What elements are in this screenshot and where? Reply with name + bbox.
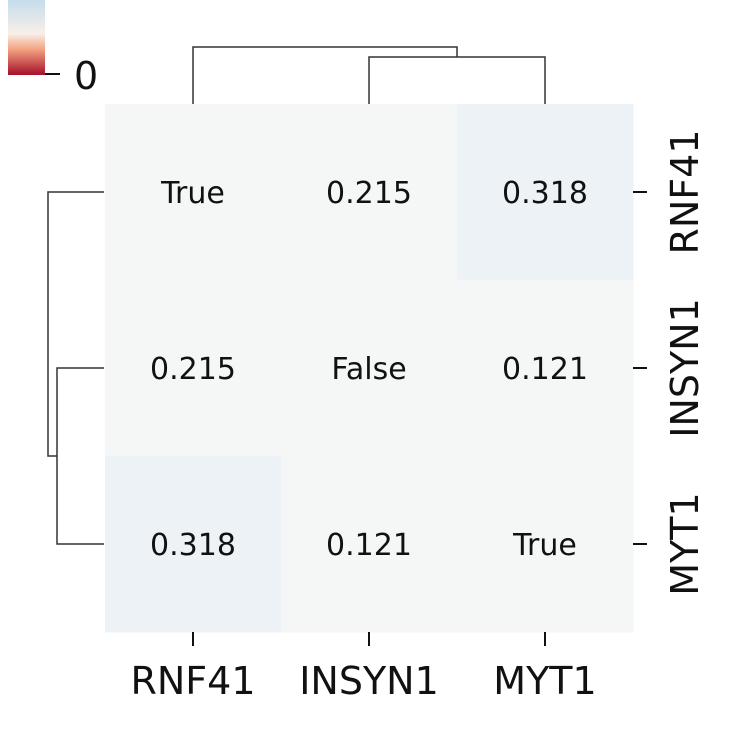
heatmap-cell <box>281 104 458 281</box>
y-tick-label: RNF41 <box>663 129 707 254</box>
cell-label: True <box>512 528 577 563</box>
heatmap-cell <box>105 280 282 457</box>
heatmap-cell <box>457 280 634 457</box>
cell-label: 0.121 <box>502 352 588 387</box>
cell-label: 0.215 <box>150 352 236 387</box>
row-dendrogram <box>47 191 104 545</box>
row-dendrogram-link <box>56 367 104 545</box>
cell-label: 0.318 <box>502 176 588 211</box>
heatmap-cell-labels: True 0.215 0.318 0.215 False 0.121 0.318 0.121 T… <box>150 176 588 563</box>
heatmap-cell <box>281 280 458 457</box>
heatmap-cell <box>105 456 282 633</box>
x-axis: RNF41 INSYN1 MYT1 <box>130 632 597 703</box>
colorbar-tick-label: 0 <box>74 54 98 98</box>
y-tick-label: INSYN1 <box>663 298 707 438</box>
y-axis: RNF41 INSYN1 MYT1 <box>633 129 707 596</box>
heatmap-cell <box>457 456 634 633</box>
y-tick-label: MYT1 <box>663 492 707 595</box>
heatmap-cell <box>457 104 634 281</box>
cell-label: 0.215 <box>326 176 412 211</box>
x-tick-label: RNF41 <box>130 659 255 703</box>
cell-label: 0.318 <box>150 528 236 563</box>
cell-label: 0.121 <box>326 528 412 563</box>
x-tick-label: INSYN1 <box>299 659 439 703</box>
x-tick-label: MYT1 <box>493 659 596 703</box>
row-dendrogram-link <box>47 191 104 457</box>
colorbar-gradient <box>8 0 45 75</box>
heatmap-cell <box>281 456 458 633</box>
heatmap-cells <box>105 104 634 633</box>
cell-label: True <box>160 176 225 211</box>
column-dendrogram <box>192 46 546 104</box>
colorbar: 0 <box>8 0 98 98</box>
column-dendrogram-link <box>368 56 546 104</box>
column-dendrogram-link <box>192 46 458 104</box>
cell-label: False <box>331 352 406 387</box>
heatmap-cell <box>105 104 282 281</box>
